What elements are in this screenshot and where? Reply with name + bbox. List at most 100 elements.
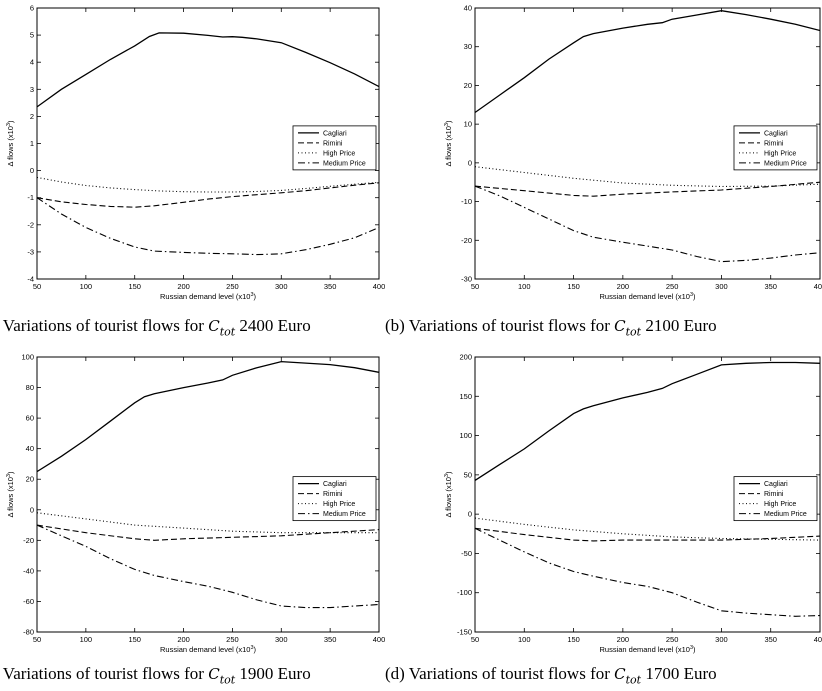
series-line-high-price — [37, 512, 379, 534]
x-tick-label: 400 — [373, 635, 386, 644]
legend: Cagliari Rimini High Price Medium Price — [292, 476, 377, 522]
legend-label: High Price — [323, 501, 355, 508]
y-tick-label: -4 — [27, 275, 34, 284]
x-tick-label: 150 — [567, 282, 580, 291]
x-tick-label: 50 — [471, 282, 479, 291]
caption-suffix: 1700 Euro — [641, 664, 717, 683]
x-tick-label: 300 — [715, 282, 728, 291]
caption-subscript: tot — [625, 325, 642, 339]
y-tick-label: 0 — [30, 505, 34, 514]
legend-label: High Price — [323, 150, 355, 157]
legend: Cagliari Rimini High Price Medium Price — [733, 476, 818, 522]
series-line-cagliari — [37, 32, 379, 108]
x-tick-label: 100 — [518, 635, 531, 644]
series-line-medium-price — [37, 524, 379, 609]
x-tick-label: 350 — [324, 635, 337, 644]
series-line-cagliari — [37, 360, 379, 473]
y-tick-label: 100 — [459, 431, 472, 440]
x-tick-label: 50 — [33, 282, 41, 291]
y-axis-label-close: ) — [6, 120, 15, 123]
x-tick-label: 50 — [33, 635, 41, 644]
y-tick-label: 20 — [26, 475, 34, 484]
legend-label: Medium Price — [323, 511, 366, 518]
legend-label: Medium Price — [323, 160, 366, 167]
y-tick-label: -50 — [461, 549, 472, 558]
y-tick-label: -20 — [23, 536, 34, 545]
caption-a: (a) Variations of tourist flows for Ctot… — [0, 316, 311, 338]
x-tick-label: 400 — [814, 282, 822, 291]
legend-label: Medium Price — [764, 160, 807, 167]
legend-label: High Price — [764, 501, 796, 508]
y-tick-label: -10 — [461, 197, 472, 206]
y-axis-label: Δ flows (x103) — [6, 120, 15, 167]
y-axis-label: Δ flows (x103) — [444, 471, 453, 518]
chart-panel-b: 50 100 150 200 250 300 350 400 -30 -20 -10 0 10 20 30 4… — [444, 4, 822, 302]
x-tick-label: 400 — [814, 635, 822, 644]
caption-d: (d) Variations of tourist flows for Ctot… — [385, 664, 717, 686]
legend-label: Cagliari — [323, 130, 347, 137]
legend-label: Rimini — [323, 140, 343, 147]
legend-label: Rimini — [764, 140, 784, 147]
x-tick-label: 300 — [275, 635, 288, 644]
x-tick-label: 350 — [764, 282, 777, 291]
x-axis-label-exponent: 3 — [250, 645, 253, 651]
y-axis-label: Δ flows (x103) — [6, 471, 15, 518]
x-axis-label-close: ) — [693, 645, 696, 654]
x-tick-label: 200 — [617, 635, 630, 644]
legend-label: Rimini — [764, 491, 784, 498]
y-tick-label: -150 — [457, 628, 472, 637]
y-tick-label: 0 — [30, 166, 34, 175]
series-line-cagliari — [475, 10, 820, 114]
y-tick-label: -2 — [27, 220, 34, 229]
caption-prefix: (d) Variations of tourist flows for — [385, 664, 615, 683]
y-tick-label: 20 — [464, 81, 472, 90]
caption-suffix: 2100 Euro — [641, 316, 717, 335]
series-line-rimini — [37, 182, 379, 208]
caption-prefix: (b) Variations of tourist flows for — [385, 316, 615, 335]
plot-area-frame — [474, 356, 821, 633]
legend-label: Cagliari — [323, 481, 347, 488]
x-tick-label: 300 — [715, 635, 728, 644]
series-line-medium-price — [37, 197, 379, 256]
y-tick-label: 100 — [21, 353, 34, 362]
y-tick-label: 40 — [464, 4, 472, 13]
series-line-high-price — [37, 176, 379, 193]
x-axis-label: Russian demand level (x103) — [160, 292, 257, 301]
x-axis-label-close: ) — [693, 292, 696, 301]
y-axis-label-exponent: 3 — [444, 123, 450, 126]
y-tick-label: -40 — [23, 566, 34, 575]
chart-panel-d: 50 100 150 200 250 300 350 400 -150 -100 -50 0 50 100… — [444, 353, 822, 655]
caption-b: (b) Variations of tourist flows for Ctot… — [385, 316, 717, 338]
y-axis-label-close: ) — [444, 471, 453, 474]
y-axis-label: Δ flows (x103) — [444, 120, 453, 167]
y-tick-label: 60 — [26, 414, 34, 423]
y-tick-label: 2 — [30, 112, 34, 121]
y-tick-label: 10 — [464, 120, 472, 129]
x-tick-label: 250 — [666, 282, 679, 291]
legend-label: Cagliari — [764, 481, 788, 488]
x-tick-label: 150 — [128, 635, 141, 644]
x-axis-label-exponent: 3 — [250, 292, 253, 298]
x-tick-label: 50 — [471, 635, 479, 644]
y-tick-label: -80 — [23, 628, 34, 637]
y-tick-label: -3 — [27, 247, 34, 256]
caption-variable: C — [614, 665, 626, 683]
y-tick-label: -100 — [457, 588, 472, 597]
y-tick-label: 6 — [30, 4, 34, 13]
x-tick-label: 250 — [666, 635, 679, 644]
y-tick-label: 30 — [464, 42, 472, 51]
y-tick-label: 1 — [30, 139, 34, 148]
y-tick-label: 150 — [459, 392, 472, 401]
x-tick-label: 200 — [177, 282, 190, 291]
chart-panel-c: 50 100 150 200 250 300 350 400 -80 -60 -40 -20 0 20 40… — [6, 353, 385, 655]
series-line-rimini — [475, 181, 820, 197]
caption-suffix: 2400 Euro — [235, 316, 311, 335]
legend: Cagliari Rimini High Price Medium Price — [292, 125, 377, 171]
x-tick-label: 100 — [80, 282, 93, 291]
y-tick-label: 0 — [468, 158, 472, 167]
legend-label: High Price — [764, 150, 796, 157]
x-tick-label: 150 — [128, 282, 141, 291]
series-line-cagliari — [475, 361, 820, 481]
y-tick-label: -20 — [461, 236, 472, 245]
